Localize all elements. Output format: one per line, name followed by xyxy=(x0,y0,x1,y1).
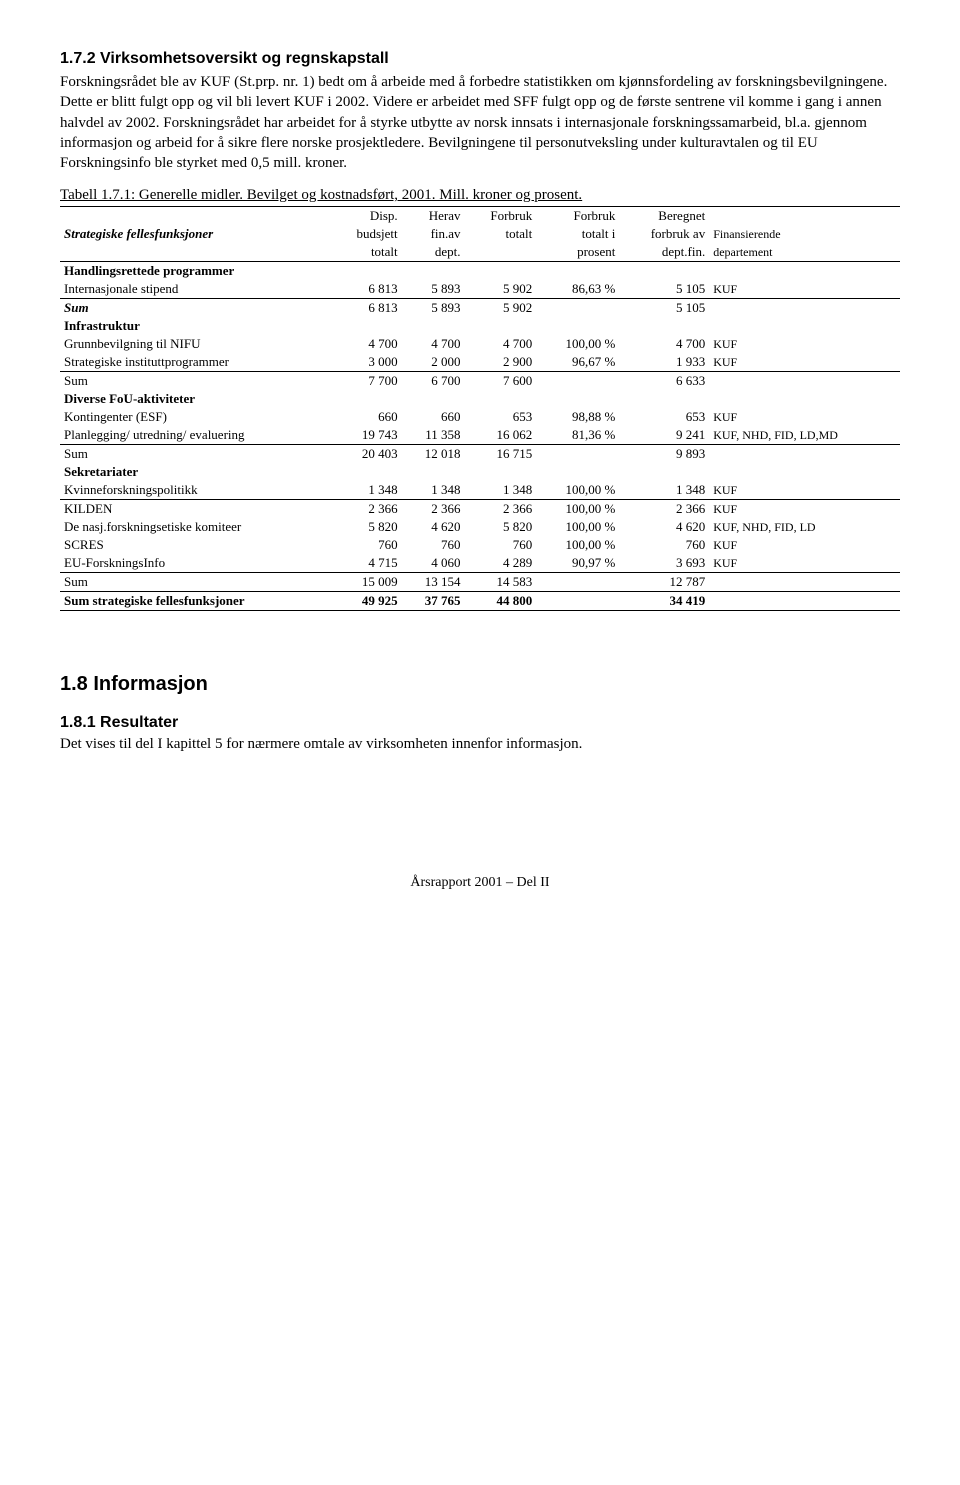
section-header-row: Diverse FoU-aktiviteter xyxy=(60,390,900,408)
col-herav: Herav xyxy=(402,207,465,226)
col-label: Strategiske fellesfunksjoner xyxy=(60,225,331,243)
table-row: Kvinneforskningspolitikk 1 348 1 348 1 3… xyxy=(60,481,900,500)
sum-row: Sum 6 813 5 893 5 902 5 105 xyxy=(60,299,900,318)
section-heading-1-7-2: 1.7.2 Virksomhetsoversikt og regnskapsta… xyxy=(60,50,900,68)
table-row: SCRES 760 760 760 100,00 % 760 KUF xyxy=(60,536,900,554)
section-header-row: Infrastruktur xyxy=(60,317,900,335)
table-row: KILDEN 2 366 2 366 2 366 100,00 % 2 366 … xyxy=(60,500,900,519)
table-caption: Tabell 1.7.1: Generelle midler. Bevilget… xyxy=(60,187,900,204)
table-row: Strategiske instituttprogrammer 3 000 2 … xyxy=(60,353,900,372)
section-heading-1-8: 1.8 Informasjon xyxy=(60,673,900,696)
table-header-row-1: Disp. Herav Forbruk Forbruk Beregnet xyxy=(60,207,900,226)
section-heading-1-8-1: 1.8.1 Resultater xyxy=(60,714,900,732)
col-disp: Disp. xyxy=(331,207,402,226)
section-paragraph-1-7-2: Forskningsrådet ble av KUF (St.prp. nr. … xyxy=(60,72,900,173)
total-row: Sum strategiske fellesfunksjoner 49 925 … xyxy=(60,592,900,611)
page-footer: Årsrapport 2001 – Del II xyxy=(60,875,900,891)
section-header-row: Sekretariater xyxy=(60,463,900,481)
financial-table: Disp. Herav Forbruk Forbruk Beregnet Str… xyxy=(60,206,900,611)
table-row: Planlegging/ utredning/ evaluering 19 74… xyxy=(60,426,900,445)
table-row: De nasj.forskningsetiske komiteer 5 820 … xyxy=(60,518,900,536)
table-row: Kontingenter (ESF) 660 660 653 98,88 % 6… xyxy=(60,408,900,426)
table-row: Internasjonale stipend 6 813 5 893 5 902… xyxy=(60,280,900,299)
table-row: EU-ForskningsInfo 4 715 4 060 4 289 90,9… xyxy=(60,554,900,573)
table-row: Grunnbevilgning til NIFU 4 700 4 700 4 7… xyxy=(60,335,900,353)
table-header-row-3: totalt dept. prosent dept.fin. departeme… xyxy=(60,243,900,262)
col-forbruk-pct: Forbruk xyxy=(536,207,619,226)
sum-row: Sum 15 009 13 154 14 583 12 787 xyxy=(60,573,900,592)
col-fin: Finansierende xyxy=(709,225,900,243)
sum-row: Sum 20 403 12 018 16 715 9 893 xyxy=(60,445,900,464)
col-beregnet: Beregnet xyxy=(619,207,709,226)
section-paragraph-1-8-1: Det vises til del I kapittel 5 for nærme… xyxy=(60,734,900,754)
table-header-row-2: Strategiske fellesfunksjoner budsjett fi… xyxy=(60,225,900,243)
col-forbruk: Forbruk xyxy=(465,207,537,226)
sum-row: Sum 7 700 6 700 7 600 6 633 xyxy=(60,372,900,391)
section-header-row: Handlingsrettede programmer xyxy=(60,262,900,281)
